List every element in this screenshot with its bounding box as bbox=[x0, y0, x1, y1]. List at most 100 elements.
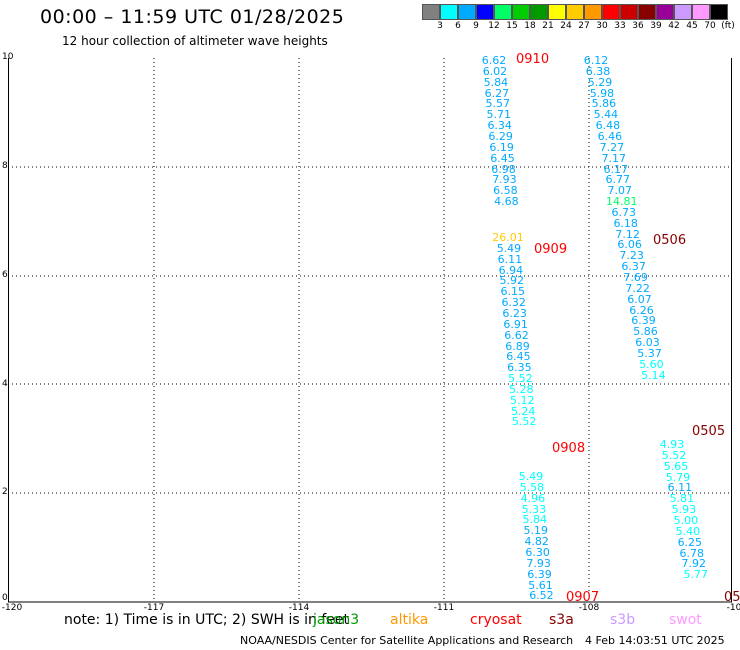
wave-height-value: 5.71 bbox=[486, 108, 512, 122]
track-time-label: 0506 bbox=[653, 233, 687, 248]
wave-height-value: 6.02 bbox=[482, 64, 508, 78]
wave-height-value: 7.12 bbox=[615, 227, 640, 241]
satellite-name: s3b bbox=[610, 612, 636, 628]
note-text: note: 1) Time is in UTC; 2) SWH is in fe… bbox=[64, 612, 350, 628]
wave-height-value: 6.23 bbox=[502, 306, 527, 320]
legend-label: 36 bbox=[632, 21, 644, 31]
y-tick-label: 10 bbox=[2, 52, 14, 62]
legend-swatch bbox=[548, 4, 566, 20]
legend-swatch bbox=[602, 4, 620, 20]
wave-height-value: 6.25 bbox=[677, 535, 703, 549]
wave-height-value: 6.11 bbox=[497, 252, 523, 266]
wave-height-value: 6.11 bbox=[667, 481, 693, 495]
wave-height-value: 6.17 bbox=[603, 162, 629, 176]
wave-height-value: 5.52 bbox=[508, 372, 533, 386]
wave-height-value: 5.49 bbox=[518, 470, 544, 483]
wave-height-value: 5.93 bbox=[671, 503, 697, 517]
legend-swatch bbox=[440, 4, 458, 20]
footer-timestamp: 4 Feb 14:03:51 UTC 2025 bbox=[585, 634, 725, 647]
satellite-name: altika bbox=[390, 612, 429, 628]
legend-label: 24 bbox=[560, 21, 572, 31]
wave-height-value: 6.91 bbox=[503, 317, 528, 331]
legend-swatch bbox=[584, 4, 602, 20]
legend-swatch bbox=[476, 4, 494, 20]
wave-height-value: 5.79 bbox=[665, 470, 691, 484]
wave-height-value: 6.18 bbox=[613, 216, 638, 230]
wave-height-value: 6.98 bbox=[491, 162, 516, 176]
legend-swatch bbox=[566, 4, 584, 20]
y-tick-label: 2 bbox=[2, 487, 8, 497]
wave-height-value: 6.45 bbox=[490, 151, 515, 165]
legend-label: 15 bbox=[506, 21, 518, 31]
wave-height-value: 26.01 bbox=[492, 231, 524, 244]
wave-height-value: 6.32 bbox=[501, 296, 526, 310]
track-time-label: 0909 bbox=[534, 242, 568, 257]
wave-height-value: 6.27 bbox=[484, 86, 510, 100]
wave-height-value: 5.49 bbox=[496, 241, 522, 255]
legend-label: 21 bbox=[542, 21, 554, 31]
wave-height-value: 5.84 bbox=[522, 513, 548, 527]
x-tick-label: -108 bbox=[578, 603, 600, 613]
satellite-name: s3a bbox=[549, 612, 574, 628]
legend-label: 12 bbox=[488, 21, 500, 31]
wave-height-value: 4.96 bbox=[520, 491, 546, 505]
wave-height-value: 7.07 bbox=[607, 184, 633, 198]
wave-height-value: 6.07 bbox=[627, 292, 652, 306]
page-title: 00:00 – 11:59 UTC 01/28/2025 bbox=[40, 6, 345, 28]
wave-height-value: 5.12 bbox=[510, 393, 535, 407]
x-tick-label: -10 bbox=[726, 603, 740, 613]
wave-height-value: 6.03 bbox=[635, 336, 660, 350]
y-tick-label: 8 bbox=[2, 161, 8, 171]
wave-height-value: 5.57 bbox=[485, 97, 511, 111]
wave-height-value: 5.86 bbox=[591, 97, 617, 111]
satellite-name: swot bbox=[669, 612, 702, 628]
wave-height-value: 6.62 bbox=[481, 54, 507, 67]
page-subtitle: 12 hour collection of altimeter wave hei… bbox=[62, 34, 328, 48]
wave-height-value: 5.00 bbox=[673, 513, 699, 527]
wave-height-value: 6.78 bbox=[679, 546, 705, 560]
track-time-label: 0907 bbox=[566, 590, 600, 605]
wave-height-value: 6.73 bbox=[611, 205, 636, 219]
legend-swatch bbox=[512, 4, 530, 20]
wave-height-value: 6.39 bbox=[631, 314, 656, 328]
satellite-name: cryosat bbox=[470, 612, 522, 628]
wave-height-value: 6.45 bbox=[506, 350, 531, 364]
wave-height-value: 6.12 bbox=[583, 54, 609, 67]
legend-swatch bbox=[656, 4, 674, 20]
wave-height-value: 6.46 bbox=[597, 129, 623, 143]
wave-height-value: 6.30 bbox=[525, 545, 550, 559]
legend-label: 9 bbox=[473, 21, 479, 31]
wave-height-value: 5.19 bbox=[523, 524, 549, 538]
satellite-name: jason3 bbox=[313, 612, 360, 628]
wave-height-value: 7.17 bbox=[601, 151, 627, 165]
legend-swatch bbox=[638, 4, 656, 20]
wave-height-value: 5.14 bbox=[641, 368, 666, 382]
legend-swatch bbox=[710, 4, 728, 20]
wave-height-value: 5.33 bbox=[521, 502, 547, 516]
wave-height-value: 5.44 bbox=[593, 108, 619, 122]
wave-height-value: 5.24 bbox=[510, 404, 536, 418]
wave-height-value: 5.29 bbox=[587, 75, 613, 89]
x-tick-label: -111 bbox=[433, 603, 455, 613]
wave-height-value: 7.22 bbox=[625, 281, 650, 295]
wave-height-value: 5.77 bbox=[683, 568, 709, 582]
wave-height-value: 7.27 bbox=[599, 140, 625, 154]
legend-label: 30 bbox=[596, 21, 608, 31]
wave-height-value: 6.94 bbox=[498, 263, 524, 277]
wave-height-value: 7.23 bbox=[619, 249, 644, 263]
wave-height-value: 6.39 bbox=[527, 567, 552, 581]
x-tick-label: -120 bbox=[1, 603, 23, 613]
wave-height-value: 7.93 bbox=[526, 556, 551, 570]
y-tick-label: 0 bbox=[2, 593, 8, 603]
track-time-label: 0908 bbox=[552, 441, 586, 456]
y-tick-label: 4 bbox=[2, 379, 8, 389]
wave-height-value: 7.69 bbox=[623, 271, 648, 284]
legend-swatch bbox=[674, 4, 692, 20]
wave-height-value: 5.28 bbox=[509, 382, 534, 396]
wave-height-value: 6.58 bbox=[493, 184, 518, 198]
track-time-label: 05 bbox=[724, 590, 740, 605]
wave-height-value: 5.81 bbox=[669, 492, 695, 506]
wave-height-value: 6.89 bbox=[505, 339, 530, 353]
legend-label: 39 bbox=[650, 21, 662, 31]
legend-label: (ft) bbox=[721, 21, 735, 31]
